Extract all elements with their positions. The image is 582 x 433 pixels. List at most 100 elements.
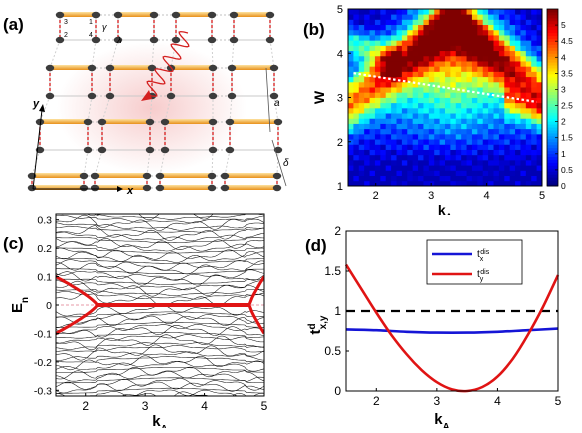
heatmap-cell bbox=[374, 92, 381, 98]
heatmap-cell bbox=[455, 55, 462, 62]
heatmap-cell bbox=[353, 14, 360, 20]
heatmap-cell bbox=[461, 107, 467, 114]
heatmap-cell bbox=[477, 170, 484, 176]
heatmap-cell bbox=[434, 180, 441, 187]
heatmap-cell bbox=[385, 128, 392, 135]
heatmap-cell bbox=[509, 9, 516, 15]
heatmap-cell bbox=[509, 118, 516, 124]
heatmap-cell bbox=[353, 180, 360, 187]
heatmap-cell bbox=[498, 180, 505, 187]
heatmap-cell bbox=[380, 81, 387, 88]
heatmap-cell bbox=[482, 35, 489, 41]
heatmap-cell bbox=[353, 113, 360, 119]
heatmap-cell bbox=[396, 19, 403, 26]
heatmap-cell bbox=[455, 35, 462, 41]
lattice-site bbox=[97, 146, 107, 154]
heatmap-cell bbox=[450, 159, 457, 166]
heatmap-cell bbox=[477, 133, 484, 140]
heatmap-cell bbox=[369, 128, 376, 135]
heatmap-cell bbox=[407, 170, 414, 176]
heatmap-cell bbox=[353, 144, 360, 150]
heatmap-cell bbox=[348, 123, 354, 130]
heatmap-cell bbox=[439, 102, 446, 109]
y-tick-label: 2 bbox=[334, 224, 341, 238]
heatmap-cell bbox=[423, 133, 430, 140]
heatmap-cell bbox=[488, 102, 494, 109]
heatmap-cell bbox=[423, 144, 430, 150]
heatmap-cell bbox=[401, 123, 408, 130]
heatmap-cell bbox=[364, 149, 370, 156]
orange-bond bbox=[110, 65, 152, 70]
heatmap-cell bbox=[428, 118, 435, 124]
heatmap-cell bbox=[536, 66, 543, 72]
heatmap-cell bbox=[434, 118, 441, 124]
heatmap-cell bbox=[348, 9, 354, 15]
heatmap-cell bbox=[385, 87, 392, 93]
heatmap-cell bbox=[423, 118, 430, 124]
heatmap-cell bbox=[401, 50, 408, 57]
heatmap-cell bbox=[380, 118, 387, 124]
heatmap-cell bbox=[439, 87, 446, 93]
heatmap-cell bbox=[515, 180, 521, 187]
orange-bond bbox=[225, 185, 277, 190]
heatmap-cell bbox=[348, 14, 354, 20]
heatmap-cell bbox=[423, 24, 430, 31]
heatmap-cell bbox=[391, 29, 397, 36]
heatmap-cell bbox=[380, 175, 387, 182]
heatmap-cell bbox=[391, 92, 397, 98]
heatmap-cell bbox=[450, 81, 457, 88]
heatmap-cell bbox=[455, 66, 462, 72]
heatmap-cell bbox=[466, 14, 473, 20]
colorbar-segment bbox=[547, 26, 558, 31]
heatmap-cell bbox=[504, 29, 511, 36]
heatmap-cell bbox=[471, 55, 478, 62]
heatmap-cell bbox=[493, 97, 500, 104]
lattice-site bbox=[265, 36, 275, 44]
heatmap-cell bbox=[525, 55, 532, 62]
heatmap-cell bbox=[466, 175, 473, 182]
interlayer-link bbox=[149, 95, 153, 123]
heatmap-cell bbox=[461, 128, 467, 135]
heatmap-cell bbox=[418, 133, 424, 140]
heatmap-cell bbox=[353, 61, 360, 67]
heatmap-cell bbox=[353, 76, 360, 83]
heatmap-cell bbox=[418, 123, 424, 130]
lattice-site bbox=[105, 64, 115, 72]
heatmap-cell bbox=[385, 180, 392, 187]
heatmap-cell bbox=[385, 118, 392, 124]
energy-level bbox=[56, 387, 264, 394]
heatmap-cell bbox=[428, 139, 435, 145]
heatmap-cell bbox=[488, 87, 494, 93]
heatmap-cell bbox=[536, 14, 543, 20]
heatmap-cell bbox=[531, 128, 538, 135]
heatmap-cell bbox=[418, 92, 424, 98]
heatmap-cell bbox=[439, 35, 446, 41]
heatmap-cell bbox=[498, 92, 505, 98]
heatmap-cell bbox=[418, 45, 424, 52]
heatmap-cell bbox=[353, 55, 360, 62]
heatmap-cell bbox=[348, 29, 354, 36]
heatmap-cell bbox=[391, 154, 397, 161]
heatmap-cell bbox=[401, 113, 408, 119]
heatmap-cell bbox=[498, 29, 505, 36]
heatmap-cell bbox=[423, 81, 430, 88]
heatmap-cell bbox=[423, 128, 430, 135]
dimension-delta-label: δ bbox=[283, 158, 289, 169]
heatmap-cell bbox=[401, 165, 408, 171]
heatmap-cell bbox=[482, 107, 489, 114]
site-label-1: 1 bbox=[89, 19, 93, 26]
heatmap-cell bbox=[423, 14, 430, 20]
heatmap-cell bbox=[515, 35, 521, 41]
heatmap-cell bbox=[439, 9, 446, 15]
heatmap-cell bbox=[520, 40, 527, 46]
energy-level bbox=[56, 222, 264, 231]
heatmap-cell bbox=[525, 113, 532, 119]
heatmap-cell bbox=[348, 107, 354, 114]
heatmap-cell bbox=[423, 180, 430, 187]
heatmap-cell bbox=[358, 81, 365, 88]
heatmap-cell bbox=[493, 139, 500, 145]
heatmap-cell bbox=[450, 113, 457, 119]
lattice-site bbox=[207, 184, 217, 192]
heatmap-cell bbox=[369, 87, 376, 93]
